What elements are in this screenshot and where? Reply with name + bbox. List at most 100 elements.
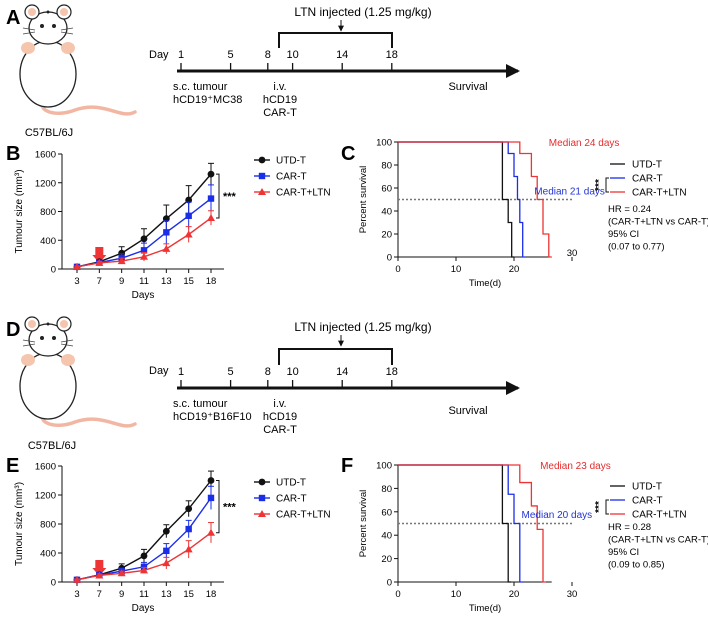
tumour-growth-chart-e: E 0 400 800 1200 1600 3 7 9 11 13 15 18 Days Tumour si…: [6, 455, 331, 614]
y-axis-label: Percent survival: [358, 490, 369, 558]
legend-label: CAR-T: [632, 496, 663, 507]
x-tick-label: 18: [206, 276, 217, 287]
data-point: [207, 528, 215, 536]
data-point: [117, 257, 126, 265]
hazard-ratio-stat: 95% CI: [608, 229, 639, 240]
data-point: [95, 571, 104, 579]
survival-chart-f: F 0 20 40 60 80 100 0 10 20 30 Time(d) Percent survi…: [341, 455, 708, 614]
significance-label: ***: [594, 501, 605, 513]
data-point: [207, 213, 215, 221]
legend-marker: [258, 188, 266, 195]
x-tick-label: 13: [161, 589, 172, 600]
legend-entry: CAR-T+LTN: [254, 510, 331, 521]
day-tick-label: 14: [336, 366, 348, 378]
y-tick-label: 800: [40, 520, 56, 531]
significance-label: ***: [223, 191, 237, 203]
hazard-ratio-stat: (CAR-T+LTN vs CAR-T): [608, 535, 708, 546]
legend-label: CAR-T: [276, 172, 307, 183]
legend-label: CAR-T+LTN: [632, 188, 687, 199]
injection-bracket: [278, 32, 393, 48]
mouse-paw: [21, 354, 35, 366]
mouse-nose: [46, 322, 50, 326]
median-annotation: Median 21 days: [534, 186, 605, 197]
hazard-ratio-stat: (CAR-T+LTN vs CAR-T): [608, 217, 708, 228]
legend-entry: UTD-T: [610, 482, 662, 493]
mouse-paw: [61, 354, 75, 366]
y-tick-label: 100: [376, 461, 392, 472]
data-point: [163, 229, 170, 236]
mouse-inner-ear: [60, 320, 68, 328]
y-tick-label: 80: [381, 161, 392, 172]
hazard-ratio-stat: HR = 0.28: [608, 522, 651, 533]
panel-d-timeline: D C57BL/6J LTN injected (1.25 mg/kg) Day…: [6, 316, 520, 452]
treatment-arrow: [92, 560, 107, 576]
data-point: [140, 552, 148, 560]
mouse-illustration: [19, 4, 137, 116]
data-point: [162, 527, 170, 535]
legend-label: CAR-T+LTN: [632, 510, 687, 521]
legend-marker: [258, 172, 266, 180]
data-point: [163, 547, 170, 555]
mouse-inner-ear: [60, 8, 68, 16]
legend-entry: UTD-T: [254, 478, 306, 489]
significance-label: ***: [223, 502, 237, 514]
panel-a-timeline: A C57BL/6J LTN injected (1.25 mg/kg) Day…: [6, 4, 520, 139]
x-tick-label: 30: [567, 589, 578, 600]
injection-label: LTN injected (1.25 mg/kg): [294, 5, 431, 19]
median-annotation: Median 23 days: [540, 461, 611, 472]
significance-bracket: [605, 499, 609, 515]
x-tick-label: 9: [119, 589, 124, 600]
endpoint-label: Survival: [448, 405, 487, 417]
data-point: [95, 258, 104, 266]
day-tick-label: 8: [265, 366, 271, 378]
median-annotation: Median 20 days: [522, 510, 593, 521]
x-axis-label: Time(d): [469, 278, 501, 289]
x-axis-label: Time(d): [469, 603, 501, 614]
y-tick-label: 1200: [35, 491, 56, 502]
y-tick-label: 60: [381, 507, 392, 518]
y-tick-label: 60: [381, 184, 392, 195]
legend-label: UTD-T: [276, 478, 306, 489]
y-tick-label: 1200: [35, 178, 56, 189]
data-point: [140, 235, 148, 243]
legend-label: CAR-T: [276, 494, 307, 505]
y-tick-label: 20: [381, 554, 392, 565]
mouse-eye: [40, 24, 44, 28]
panel-letter: C: [341, 143, 355, 165]
mouse-tail: [40, 98, 137, 116]
data-point: [185, 525, 192, 533]
x-tick-label: 10: [451, 264, 462, 275]
mouse-strain-label: C57BL/6J: [25, 127, 73, 139]
significance-label: ***: [594, 179, 605, 191]
y-tick-label: 40: [381, 207, 392, 218]
data-point: [73, 262, 81, 270]
data-point: [117, 569, 126, 577]
x-tick-label: 0: [395, 264, 400, 275]
legend-entry: UTD-T: [610, 160, 662, 171]
legend-marker: [258, 156, 266, 164]
data-point: [207, 170, 215, 178]
y-tick-label: 0: [51, 265, 56, 276]
data-point: [207, 195, 215, 202]
injection-label: LTN injected (1.25 mg/kg): [294, 320, 431, 334]
median-annotation: Median 24 days: [549, 138, 620, 149]
legend-label: UTD-T: [632, 482, 662, 493]
significance-bracket: [605, 177, 609, 193]
day-tick-label: 10: [286, 49, 298, 61]
mouse-tail: [40, 410, 137, 428]
day-tick-label: 10: [286, 366, 298, 378]
legend-entry: CAR-T+LTN: [610, 510, 687, 521]
data-point: [73, 575, 81, 583]
y-tick-label: 1600: [35, 150, 56, 161]
sc-tumour-line: s.c. tumour: [173, 81, 228, 93]
legend-marker: [258, 494, 266, 502]
hazard-ratio-stat: (0.09 to 0.85): [608, 560, 665, 571]
data-point: [207, 477, 215, 484]
x-axis-label: Days: [132, 290, 155, 301]
legend-label: CAR-T+LTN: [276, 510, 331, 521]
data-point: [140, 247, 148, 254]
hazard-ratio-stat: (0.07 to 0.77): [608, 242, 665, 253]
iv-cell: CAR-T: [263, 424, 297, 436]
survival-curve-car-t-ltn: [398, 464, 546, 583]
